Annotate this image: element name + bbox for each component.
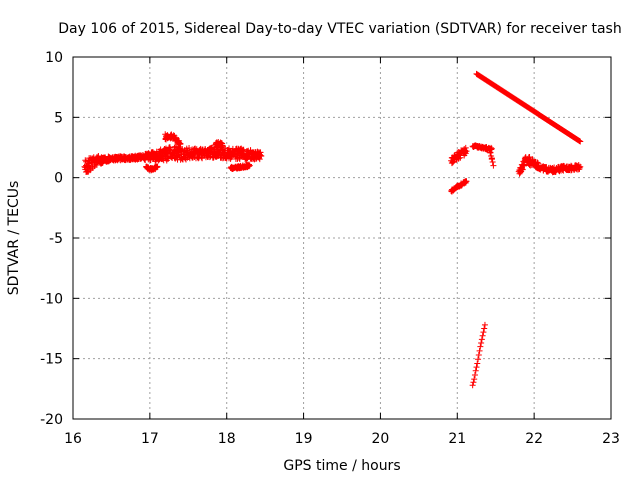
y-tick-label: -10 (40, 291, 63, 307)
segment-band-21.8-to-22.6 (515, 154, 584, 177)
y-tick-label: -20 (40, 412, 63, 428)
data-point (474, 360, 481, 367)
data-point (534, 160, 541, 167)
data-point (479, 332, 486, 339)
data-point (481, 325, 488, 332)
x-ticks: 16 17 18 19 20 21 22 23 (64, 57, 620, 447)
data-point (489, 158, 496, 165)
data-point (172, 134, 179, 141)
segment-slant-21.25 (469, 321, 488, 389)
data-point (469, 382, 476, 389)
data-point (167, 146, 174, 153)
data-point (577, 138, 584, 145)
data-point (246, 162, 253, 169)
y-tick-label: 0 (54, 171, 63, 187)
y-tick-label: -15 (40, 352, 63, 368)
x-tick-label: 22 (525, 431, 543, 447)
segment-cluster-20.9-upper (448, 144, 470, 167)
data-point (476, 347, 483, 354)
data-point (475, 356, 482, 363)
segment-tail-18.1 (227, 161, 253, 172)
data-point (488, 156, 495, 163)
x-tick-label: 21 (448, 431, 466, 447)
segment-band-16-to-18.5 (81, 143, 265, 176)
data-point (219, 143, 226, 150)
x-tick-label: 16 (64, 431, 82, 447)
data-point (258, 152, 265, 159)
data-point (470, 379, 477, 386)
data-point (463, 178, 470, 185)
data-point (576, 137, 583, 144)
data-point (177, 140, 184, 147)
chart-title: Day 106 of 2015, Sidereal Day-to-day VTE… (58, 21, 621, 37)
y-ticks: 10 5 0 -5 -10 -15 -20 (40, 50, 611, 428)
data-point (480, 329, 487, 336)
data-point (576, 164, 583, 171)
data-point (519, 166, 526, 173)
data-point (534, 159, 541, 166)
x-tick-label: 17 (141, 431, 159, 447)
data-point (487, 149, 494, 156)
data-point (481, 321, 488, 328)
x-tick-label: 20 (372, 431, 390, 447)
x-axis-label: GPS time / hours (283, 458, 400, 474)
data-point (478, 336, 485, 343)
segment-dip-17.0 (143, 163, 161, 174)
plot-points (81, 70, 584, 389)
data-point (154, 163, 161, 170)
data-point (477, 343, 484, 350)
data-point (162, 131, 169, 138)
data-point (490, 162, 497, 169)
data-point (471, 371, 478, 378)
data-point (577, 163, 584, 170)
data-point (521, 162, 528, 169)
segment-drop-21.45 (486, 146, 497, 169)
segment-cluster-21.3 (469, 142, 495, 153)
y-tick-label: 10 (45, 50, 63, 66)
grid-lines (73, 57, 611, 419)
data-point (473, 364, 480, 371)
data-point (472, 367, 479, 374)
data-point (219, 140, 226, 147)
data-point (478, 339, 485, 346)
data-point (526, 154, 533, 161)
data-point (256, 156, 263, 163)
y-axis-label: SDTVAR / TECUs (6, 181, 22, 296)
y-tick-label: -5 (49, 231, 63, 247)
data-point (475, 352, 482, 359)
segment-bump-17.9 (212, 138, 226, 151)
x-tick-label: 19 (295, 431, 313, 447)
x-tick-label: 18 (218, 431, 236, 447)
data-point (471, 376, 478, 383)
x-tick-label: 23 (602, 431, 620, 447)
data-point (463, 148, 470, 155)
y-tick-label: 5 (54, 110, 63, 126)
segment-bump-17.3 (162, 131, 184, 148)
segment-outliers (162, 70, 584, 145)
segment-cluster-20.9-lower (448, 178, 470, 195)
data-point (186, 144, 193, 151)
